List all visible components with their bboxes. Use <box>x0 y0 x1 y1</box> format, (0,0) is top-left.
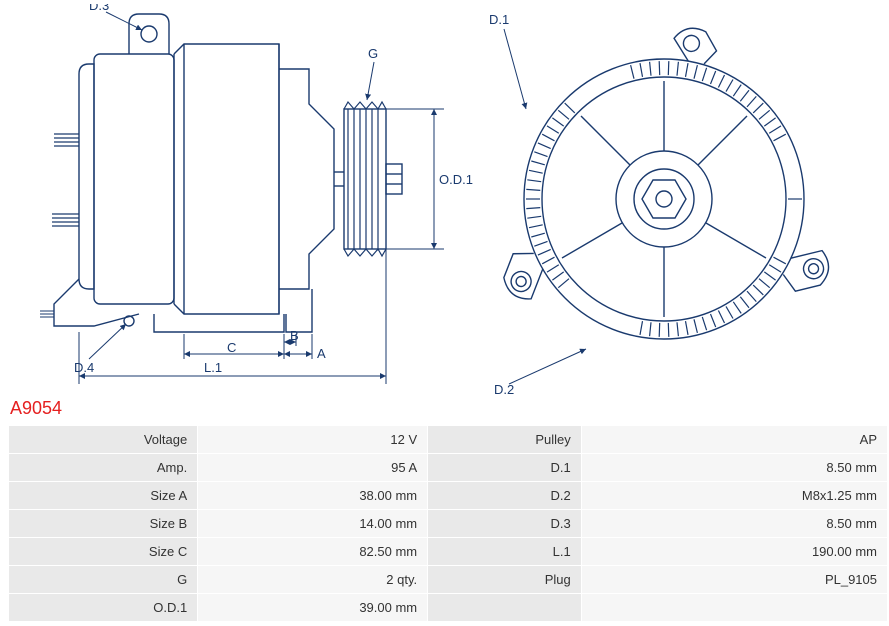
label-d3: D.3 <box>89 4 109 13</box>
spec-label: D.3 <box>428 510 581 537</box>
spec-label: Pulley <box>428 426 581 453</box>
label-od1: O.D.1 <box>439 172 473 187</box>
front-view: D.1 D.2 <box>489 12 835 394</box>
spec-value: M8x1.25 mm <box>582 482 887 509</box>
spec-value: 38.00 mm <box>198 482 427 509</box>
table-row: Voltage12 VPulleyAP <box>9 426 887 453</box>
spec-label: D.2 <box>428 482 581 509</box>
table-row: Size B14.00 mmD.38.50 mm <box>9 510 887 537</box>
spec-value: 12 V <box>198 426 427 453</box>
label-a: A <box>317 346 326 361</box>
spec-value: 8.50 mm <box>582 510 887 537</box>
spec-value: 82.50 mm <box>198 538 427 565</box>
spec-label: Size A <box>9 482 197 509</box>
table-row: G2 qty.PlugPL_9105 <box>9 566 887 593</box>
table-row: O.D.139.00 mm <box>9 594 887 621</box>
label-g: G <box>368 46 378 61</box>
label-d2: D.2 <box>494 382 514 394</box>
spec-value: 190.00 mm <box>582 538 887 565</box>
technical-drawing: D.3 G O.D.1 D.4 A B C L.1 <box>4 4 889 394</box>
spec-label: Size B <box>9 510 197 537</box>
spec-label: Amp. <box>9 454 197 481</box>
diagram-area: D.3 G O.D.1 D.4 A B C L.1 <box>4 4 885 394</box>
spec-label: Voltage <box>9 426 197 453</box>
spec-value: 39.00 mm <box>198 594 427 621</box>
spec-value: AP <box>582 426 887 453</box>
spec-label: Plug <box>428 566 581 593</box>
spec-label: D.1 <box>428 454 581 481</box>
table-row: Size C82.50 mmL.1190.00 mm <box>9 538 887 565</box>
spec-label: L.1 <box>428 538 581 565</box>
spec-value: PL_9105 <box>582 566 887 593</box>
spec-value: 2 qty. <box>198 566 427 593</box>
part-number: A9054 <box>10 398 885 419</box>
spec-label <box>428 594 581 621</box>
label-b: B <box>290 328 299 343</box>
table-row: Amp.95 AD.18.50 mm <box>9 454 887 481</box>
label-d4: D.4 <box>74 360 94 375</box>
label-c: C <box>227 340 236 355</box>
spec-value: 95 A <box>198 454 427 481</box>
spec-table: Voltage12 VPulleyAPAmp.95 AD.18.50 mmSiz… <box>8 425 888 622</box>
spec-label: O.D.1 <box>9 594 197 621</box>
label-l1: L.1 <box>204 360 222 375</box>
side-view: D.3 G O.D.1 D.4 A B C L.1 <box>40 4 473 384</box>
spec-label: G <box>9 566 197 593</box>
spec-value: 8.50 mm <box>582 454 887 481</box>
table-row: Size A38.00 mmD.2M8x1.25 mm <box>9 482 887 509</box>
spec-value: 14.00 mm <box>198 510 427 537</box>
spec-label: Size C <box>9 538 197 565</box>
label-d1: D.1 <box>489 12 509 27</box>
spec-value <box>582 594 887 621</box>
